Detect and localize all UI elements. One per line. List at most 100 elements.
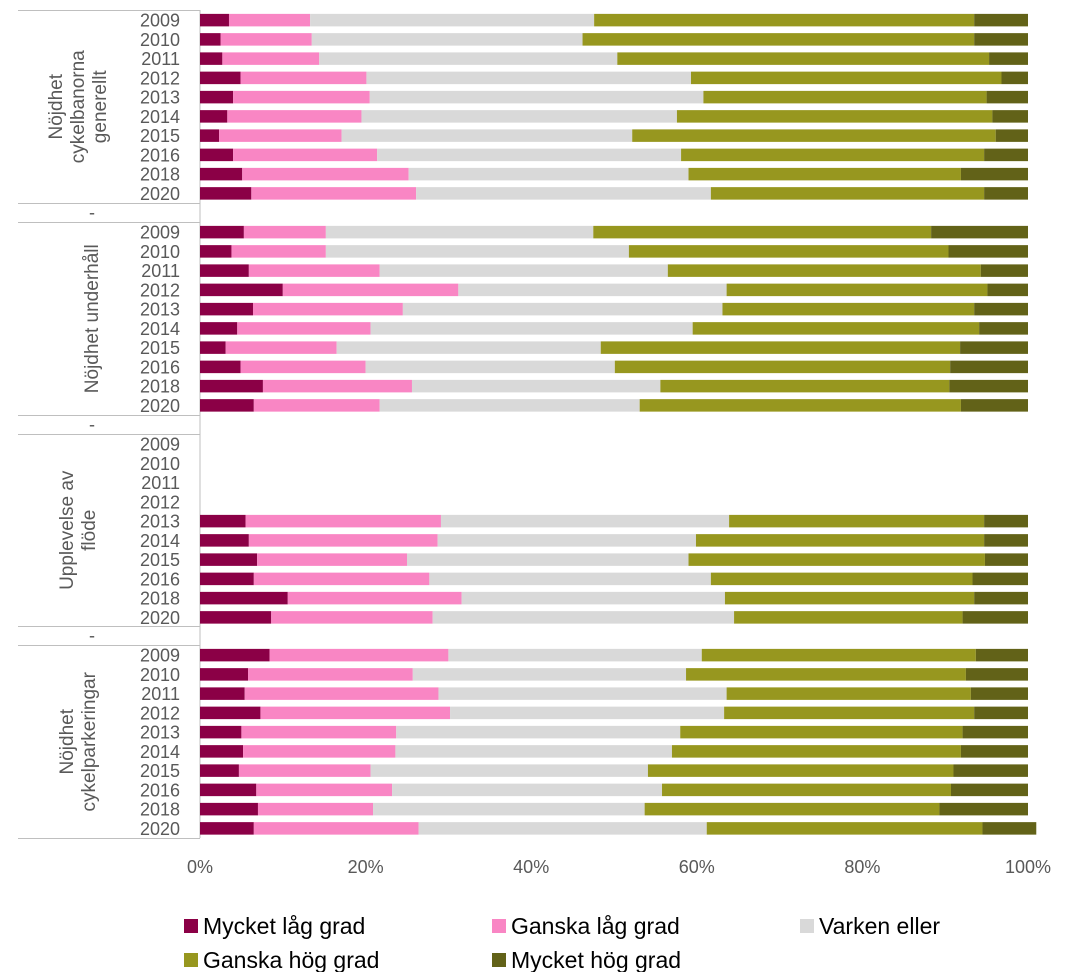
bar-segment-2	[240, 360, 366, 374]
bar-segment-2	[262, 379, 412, 393]
bar-segment-3	[369, 90, 704, 104]
bar-segment-4	[676, 110, 993, 123]
legend-label: Mycket hög grad	[511, 947, 681, 972]
year-label: 2014	[140, 107, 180, 127]
bar-segment-2	[222, 52, 320, 65]
year-label: 2018	[140, 800, 180, 820]
group-label: Upplevelse avflöde	[57, 470, 100, 590]
bar-segment-1	[200, 706, 261, 720]
bar-segment-1	[200, 225, 244, 239]
bar-segment-3	[392, 783, 663, 797]
bar-segment-3	[402, 302, 723, 316]
bar-segment-4	[617, 52, 990, 65]
bar-segment-4	[614, 360, 951, 374]
x-tick-label: 80%	[844, 857, 880, 877]
bar-segment-1	[200, 399, 254, 412]
group-separator-label: -	[89, 203, 95, 223]
bar-segment-5	[974, 302, 1028, 316]
bar-segment-2	[243, 745, 396, 758]
bar-segment-2	[231, 245, 326, 258]
bar-segment-1	[200, 13, 229, 27]
year-label: 2009	[140, 646, 180, 666]
bar-segment-2	[253, 822, 419, 835]
year-label: 2009	[140, 435, 180, 455]
bar-segment-3	[319, 52, 618, 65]
year-label: 2016	[140, 145, 180, 165]
year-label: 2013	[140, 723, 180, 743]
bar-segment-5	[987, 283, 1028, 297]
year-label: 2016	[140, 357, 180, 377]
bar-segment-4	[628, 245, 949, 258]
year-label: 2018	[140, 589, 180, 609]
bar-segment-2	[238, 764, 371, 777]
legend-item: Mycket låg grad	[184, 913, 365, 939]
year-label: 2011	[141, 261, 180, 281]
bar-segment-3	[379, 264, 668, 277]
bar-segment-5	[949, 379, 1028, 393]
bar-segment-3	[416, 187, 711, 200]
bar-segment-2	[233, 90, 370, 104]
bar-segment-5	[950, 360, 1028, 374]
bar-segment-2	[243, 225, 326, 239]
bar-segment-4	[701, 648, 976, 662]
bar-segment-5	[982, 822, 1037, 835]
year-label: 2012	[140, 280, 180, 300]
legend-swatch	[184, 919, 198, 933]
year-label: 2018	[140, 377, 180, 397]
bar-segment-2	[282, 283, 459, 297]
group-label-line: cykelparkeringar	[79, 671, 100, 811]
bar-segment-4	[671, 745, 961, 758]
bar-segment-3	[341, 129, 633, 142]
x-tick-label: 60%	[679, 857, 715, 877]
bar-segment-5	[972, 572, 1028, 586]
bar-segment-4	[644, 802, 940, 816]
bar-segment-2	[241, 725, 397, 739]
year-label: 2015	[140, 761, 180, 781]
bar-segment-1	[200, 322, 238, 335]
x-tick-label: 0%	[187, 857, 213, 877]
bar-segment-1	[200, 648, 270, 662]
bar-segment-3	[311, 33, 583, 46]
x-tick-label: 20%	[348, 857, 384, 877]
bar-segment-2	[227, 110, 362, 123]
bar-segment-3	[461, 591, 725, 605]
bar-segment-4	[703, 90, 987, 104]
bar-segment-3	[418, 822, 707, 835]
bar-segment-5	[989, 52, 1028, 65]
bar-segment-1	[200, 245, 232, 258]
bar-segment-2	[252, 302, 403, 316]
year-label: 2010	[140, 454, 180, 474]
bar-segment-1	[200, 745, 244, 758]
bar-segment-2	[253, 572, 430, 586]
year-label: 2013	[140, 88, 180, 108]
group-label: Nöjdhetcykelparkeringar	[57, 671, 100, 811]
year-label: 2020	[140, 184, 180, 204]
bar-segment-2	[287, 591, 462, 605]
year-label: 2015	[140, 338, 180, 358]
bar-segment-1	[200, 264, 249, 277]
year-label: 2012	[140, 492, 180, 512]
legend-swatch	[184, 953, 198, 967]
bar-segment-1	[200, 802, 258, 816]
bar-segment-5	[931, 225, 1028, 239]
bar-segment-2	[269, 648, 449, 662]
year-label: 2010	[140, 665, 180, 685]
bar-segment-5	[974, 706, 1028, 720]
bar-segment-5	[980, 264, 1028, 277]
year-label: 2014	[140, 319, 180, 339]
bar-segment-2	[248, 534, 438, 547]
bar-segment-3	[325, 225, 594, 239]
bar-segment-4	[582, 33, 975, 46]
year-label: 2014	[140, 742, 180, 762]
legend: Mycket låg grad Ganska låg grad Varken ell…	[184, 913, 940, 972]
bar-segment-1	[200, 725, 242, 739]
bar-segment-2	[237, 322, 371, 335]
legend-item: Mycket hög grad	[492, 947, 681, 972]
bar-segment-3	[310, 13, 595, 27]
bar-segment-3	[396, 725, 681, 739]
bar-segment-2	[233, 148, 378, 162]
bar-segment-5	[984, 514, 1028, 528]
x-tick-label: 40%	[513, 857, 549, 877]
